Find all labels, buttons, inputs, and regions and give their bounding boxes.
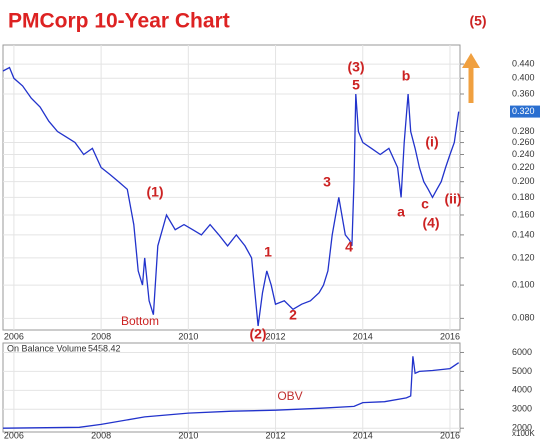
y-tick-label: 0.220: [512, 162, 535, 172]
x-tick-label: 2010: [178, 331, 198, 341]
x-tick-label: 2012: [266, 430, 286, 440]
y-tick-label: 3000: [512, 404, 532, 414]
y-tick-label: 5000: [512, 366, 532, 376]
x-tick-label: 2016: [440, 430, 460, 440]
annotation: 2: [289, 307, 297, 323]
annotation: (1): [146, 184, 163, 200]
y-tick-label: 0.240: [512, 149, 535, 159]
y-tick-label: 0.200: [512, 176, 535, 186]
annotation: OBV: [277, 389, 302, 403]
y-tick-label: 2000: [512, 423, 532, 433]
x-tick-label: 2006: [4, 430, 24, 440]
obv-value: 5458.42: [88, 343, 121, 353]
annotation: (i): [425, 134, 438, 150]
annotation: (5): [469, 13, 486, 29]
y-tick-label: 6000: [512, 347, 532, 357]
annotation: 1: [264, 244, 272, 260]
x-tick-label: 2008: [91, 331, 111, 341]
y-tick-label: 0.260: [512, 137, 535, 147]
x-tick-label: 2014: [353, 331, 373, 341]
series-line: [2, 356, 460, 429]
x-tick-label: 2010: [178, 430, 198, 440]
x-tick-label: 2012: [266, 331, 286, 341]
annotation: (4): [422, 215, 439, 231]
x-tick-label: 2014: [353, 430, 373, 440]
annotation: Bottom: [121, 314, 159, 328]
obv-title: On Balance Volume: [7, 343, 87, 353]
y-tick-label: 0.120: [512, 252, 535, 262]
price-tag-label: 0.320: [512, 106, 535, 116]
annotation: b: [402, 68, 411, 84]
y-tick-label: 0.100: [512, 279, 535, 289]
y-tick-label: 0.180: [512, 192, 535, 202]
annotation: 5: [352, 77, 360, 93]
annotation: (ii): [444, 191, 461, 207]
annotation: c: [421, 196, 429, 212]
obv-unit: x100K: [512, 429, 535, 438]
y-tick-label: 4000: [512, 385, 532, 395]
target-arrow: [462, 53, 480, 103]
obv-panel: [2, 342, 461, 433]
series-line: [2, 66, 460, 327]
x-tick-label: 2008: [91, 430, 111, 440]
y-tick-label: 0.400: [512, 73, 535, 83]
price-tag: [510, 105, 540, 118]
y-tick-label: 0.080: [512, 313, 535, 323]
y-tick-label: 0.280: [512, 126, 535, 136]
annotation: a: [397, 204, 405, 220]
y-tick-label: 0.140: [512, 229, 535, 239]
y-tick-label: 0.360: [512, 88, 535, 98]
y-tick-label: 0.160: [512, 209, 535, 219]
x-tick-label: 2006: [4, 331, 24, 341]
annotation: (2): [249, 326, 266, 342]
chart-title: PMCorp 10-Year Chart: [8, 10, 230, 33]
x-tick-label: 2016: [440, 331, 460, 341]
annotation: 3: [323, 174, 331, 190]
annotation: 4: [345, 239, 353, 255]
annotation: (3): [347, 59, 364, 75]
y-tick-label: 0.440: [512, 58, 535, 68]
price-panel: [2, 44, 461, 331]
